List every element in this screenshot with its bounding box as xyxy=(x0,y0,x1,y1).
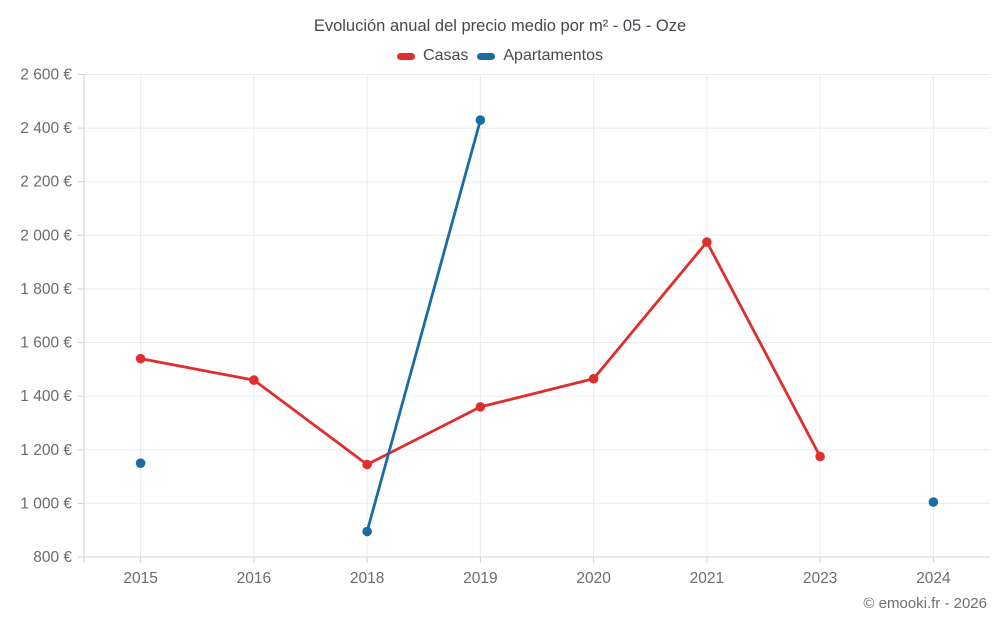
y-axis-label: 2 600 € xyxy=(20,67,72,84)
y-axis-label: 2 000 € xyxy=(20,227,72,244)
x-axis-label: 2015 xyxy=(123,570,157,587)
y-axis-label: 800 € xyxy=(33,549,72,566)
x-axis-label: 2016 xyxy=(237,570,271,587)
x-axis-label: 2021 xyxy=(690,570,724,587)
page-title: Evolución anual del precio medio por m² … xyxy=(313,17,687,35)
legend-label-casas: Casas xyxy=(423,47,469,64)
x-axis-label: 2018 xyxy=(350,570,384,587)
legend-item-casas[interactable]: Casas xyxy=(397,47,468,65)
x-axis-label: 2024 xyxy=(916,570,951,587)
data-point-casas-2015[interactable] xyxy=(135,353,146,364)
y-axis-label: 1 800 € xyxy=(20,281,72,298)
legend-swatch-casas-icon xyxy=(397,52,416,60)
x-axis-label: 2023 xyxy=(803,570,837,587)
legend-label-apartamentos: Apartamentos xyxy=(503,47,603,64)
y-axis-label: 1 200 € xyxy=(20,442,72,459)
legend-item-apartamentos[interactable]: Apartamentos xyxy=(477,47,603,65)
x-axis-label: 2019 xyxy=(463,570,497,587)
y-axis-label: 1 600 € xyxy=(20,335,72,352)
y-axis-label: 2 400 € xyxy=(20,120,72,137)
data-point-apartamentos-2018[interactable] xyxy=(362,526,372,537)
data-point-casas-2023[interactable] xyxy=(815,451,825,462)
data-point-casas-2021[interactable] xyxy=(702,237,712,247)
data-point-casas-2016[interactable] xyxy=(249,375,259,385)
data-point-casas-2019[interactable] xyxy=(475,402,486,412)
data-point-apartamentos-2024[interactable] xyxy=(928,497,939,507)
copyright-text: © emooki.fr - 2026 xyxy=(863,595,987,612)
x-axis-label: 2020 xyxy=(576,570,611,587)
y-axis-label: 1 400 € xyxy=(20,388,72,405)
data-point-casas-2018[interactable] xyxy=(362,459,372,470)
legend: Casas Apartamentos xyxy=(0,47,1000,65)
data-point-apartamentos-2019[interactable] xyxy=(475,115,486,125)
y-axis-label: 2 200 € xyxy=(20,174,72,191)
y-axis-label: 1 000 € xyxy=(20,495,72,512)
legend-swatch-apartamentos-icon xyxy=(477,52,496,60)
data-point-casas-2020[interactable] xyxy=(588,373,599,384)
series-line-apartamentos xyxy=(365,118,482,533)
data-point-apartamentos-2015[interactable] xyxy=(135,458,146,468)
